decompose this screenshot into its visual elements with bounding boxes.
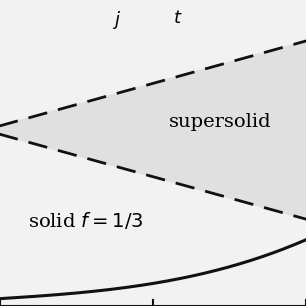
- Text: supersolid: supersolid: [169, 114, 272, 131]
- Text: solid $f = 1/3$: solid $f = 1/3$: [28, 210, 144, 231]
- Polygon shape: [0, 41, 306, 219]
- Text: $t$: $t$: [173, 9, 182, 27]
- Text: $j$: $j$: [112, 9, 121, 31]
